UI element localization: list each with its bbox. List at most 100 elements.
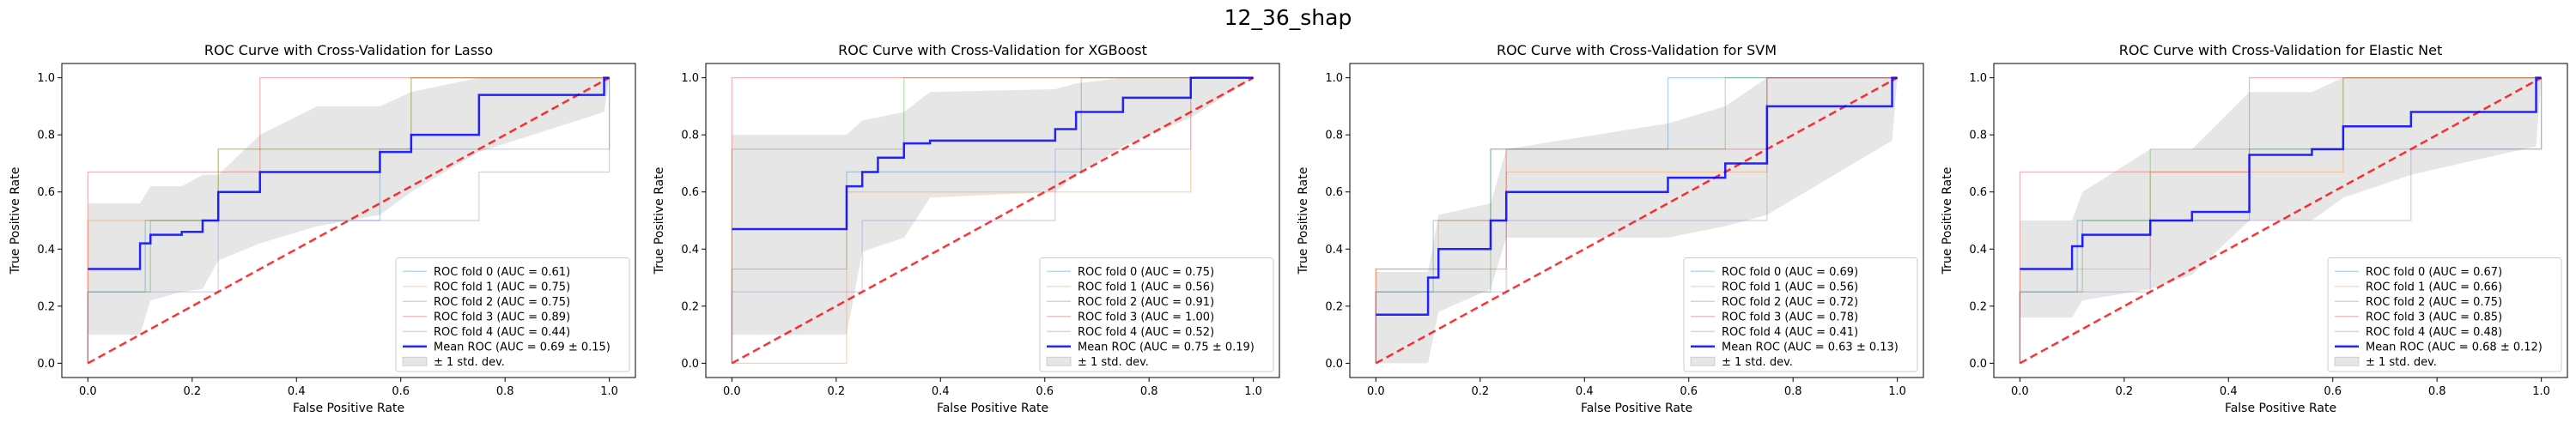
legend-label: ROC fold 2 (AUC = 0.72) xyxy=(1722,296,1858,309)
y-tick-label: 0.8 xyxy=(1325,130,1343,142)
x-tick-label: 0.6 xyxy=(1680,385,1698,398)
roc-fold-4-line xyxy=(87,77,611,364)
x-tick-label: 0.4 xyxy=(2220,385,2238,398)
x-tick-label: 0.6 xyxy=(392,385,410,398)
legend-box xyxy=(1039,257,1274,372)
legend-label: ROC fold 1 (AUC = 0.66) xyxy=(2366,281,2502,293)
chart-title: ROC Curve with Cross-Validation for XGBo… xyxy=(838,42,1147,58)
figure-suptitle: 12_36_shap xyxy=(1224,5,1352,30)
legend-label: ± 1 std. dev. xyxy=(1722,356,1793,369)
std-band xyxy=(732,77,1254,335)
x-tick-label: 0.0 xyxy=(723,385,741,398)
x-tick-label: 0.2 xyxy=(1471,385,1489,398)
legend-label: ROC fold 3 (AUC = 0.89) xyxy=(434,311,570,323)
legend: ROC fold 0 (AUC = 0.67) ROC fold 1 (AUC =… xyxy=(2327,257,2562,372)
y-tick-label: 0.0 xyxy=(1325,358,1343,371)
legend-box xyxy=(2327,257,2562,372)
roc-fold-0-line xyxy=(731,77,1254,364)
x-tick-label: 1.0 xyxy=(600,385,618,398)
legend-label: ± 1 std. dev. xyxy=(1078,356,1149,369)
x-tick-label: 0.4 xyxy=(1576,385,1594,398)
x-tick-label: 0.0 xyxy=(2011,385,2029,398)
y-tick-label: 0.6 xyxy=(1969,186,1987,199)
roc-fold-3-line xyxy=(731,77,1254,364)
legend-label: ROC fold 0 (AUC = 0.67) xyxy=(2366,266,2502,279)
legend-label: ROC fold 2 (AUC = 0.75) xyxy=(2366,296,2502,309)
legend-label: Mean ROC (AUC = 0.75 ± 0.19) xyxy=(1078,341,1255,353)
y-tick-label: 0.4 xyxy=(1325,244,1343,257)
x-tick-label: 0.8 xyxy=(1784,385,1802,398)
legend-patch-swatch xyxy=(1046,356,1072,366)
x-tick-label: 1.0 xyxy=(2532,385,2550,398)
roc-fold-4-line xyxy=(731,77,1254,364)
x-tick-label: 0.2 xyxy=(183,385,201,398)
mean-roc-line xyxy=(732,76,1254,231)
chance-line xyxy=(2019,76,2543,365)
chart-title: ROC Curve with Cross-Validation for SVM xyxy=(1497,42,1777,58)
x-tick-label: 0.0 xyxy=(1367,385,1385,398)
y-tick-label: 0.6 xyxy=(1325,186,1343,199)
legend-patch-swatch xyxy=(402,356,428,366)
y-tick-label: 0.2 xyxy=(681,300,699,313)
x-tick-label: 1.0 xyxy=(1244,385,1262,398)
roc-fold-0-line xyxy=(87,77,611,364)
x-axis-label: False Positive Rate xyxy=(2225,402,2336,415)
legend-label: ROC fold 1 (AUC = 0.56) xyxy=(1722,281,1858,293)
x-tick-label: 1.0 xyxy=(1888,385,1906,398)
legend-patch-swatch xyxy=(1690,356,1716,366)
legend: ROC fold 0 (AUC = 0.69) ROC fold 1 (AUC =… xyxy=(1683,257,1918,372)
x-tick-label: 0.6 xyxy=(2324,385,2342,398)
std-band xyxy=(88,77,610,335)
legend-patch-swatch xyxy=(2334,356,2360,366)
x-tick-label: 0.2 xyxy=(2115,385,2133,398)
std-band xyxy=(2020,77,2542,318)
y-tick-label: 0.2 xyxy=(37,300,55,313)
y-axis-label: True Positive Rate xyxy=(653,167,666,275)
y-tick-label: 0.0 xyxy=(681,358,699,371)
legend-label: ROC fold 0 (AUC = 0.69) xyxy=(1722,266,1858,279)
legend-label: ± 1 std. dev. xyxy=(2366,356,2437,369)
y-axis-label: True Positive Rate xyxy=(1941,167,1954,275)
legend-label: ROC fold 2 (AUC = 0.91) xyxy=(1078,296,1214,309)
legend-label: ROC fold 1 (AUC = 0.75) xyxy=(434,281,570,293)
legend: ROC fold 0 (AUC = 0.61) ROC fold 1 (AUC =… xyxy=(395,257,630,372)
y-tick-label: 0.8 xyxy=(681,130,699,142)
legend-label: Mean ROC (AUC = 0.68 ± 0.12) xyxy=(2366,341,2543,353)
roc-fold-1-line xyxy=(87,77,610,364)
mean-roc-line xyxy=(1376,76,1898,317)
roc-chart-lasso: ROC Curve with Cross-Validation for Lass… xyxy=(9,42,636,415)
roc-fold-3-line xyxy=(1375,77,1898,364)
y-tick-label: 0.8 xyxy=(37,130,55,142)
plot-frame xyxy=(1993,63,2568,378)
y-tick-label: 0.2 xyxy=(1325,300,1343,313)
chance-line xyxy=(731,76,1255,365)
y-tick-label: 1.0 xyxy=(1969,72,1987,85)
legend-label: ROC fold 3 (AUC = 0.85) xyxy=(2366,311,2502,323)
x-axis-label: False Positive Rate xyxy=(937,402,1048,415)
y-axis-label: True Positive Rate xyxy=(9,167,22,275)
y-axis-label: True Positive Rate xyxy=(1297,167,1310,275)
legend-label: ± 1 std. dev. xyxy=(434,356,505,369)
legend-label: ROC fold 4 (AUC = 0.48) xyxy=(2366,326,2502,339)
chance-line xyxy=(87,76,611,365)
roc-chart-svm: ROC Curve with Cross-Validation for SVM 0… xyxy=(1297,42,1924,415)
legend-label: ROC fold 1 (AUC = 0.56) xyxy=(1078,281,1214,293)
mean-roc-line xyxy=(2020,76,2542,270)
x-tick-label: 0.8 xyxy=(496,385,514,398)
legend: ROC fold 0 (AUC = 0.75) ROC fold 1 (AUC =… xyxy=(1039,257,1274,372)
legend-label: Mean ROC (AUC = 0.69 ± 0.15) xyxy=(434,341,611,353)
roc-fold-2-line xyxy=(1375,77,1898,364)
roc-chart-elastic-net: ROC Curve with Cross-Validation for Elas… xyxy=(1941,42,2568,415)
roc-fold-4-line xyxy=(2019,77,2543,364)
plot-frame xyxy=(1349,63,1924,378)
y-tick-label: 0.4 xyxy=(681,244,699,257)
legend-box xyxy=(395,257,630,372)
x-tick-label: 0.4 xyxy=(932,385,950,398)
legend-label: ROC fold 3 (AUC = 1.00) xyxy=(1078,311,1214,323)
legend-label: ROC fold 0 (AUC = 0.75) xyxy=(1078,266,1214,279)
chance-line xyxy=(1375,76,1899,365)
y-tick-label: 0.6 xyxy=(37,186,55,199)
y-tick-label: 1.0 xyxy=(1325,72,1343,85)
y-tick-label: 0.6 xyxy=(681,186,699,199)
